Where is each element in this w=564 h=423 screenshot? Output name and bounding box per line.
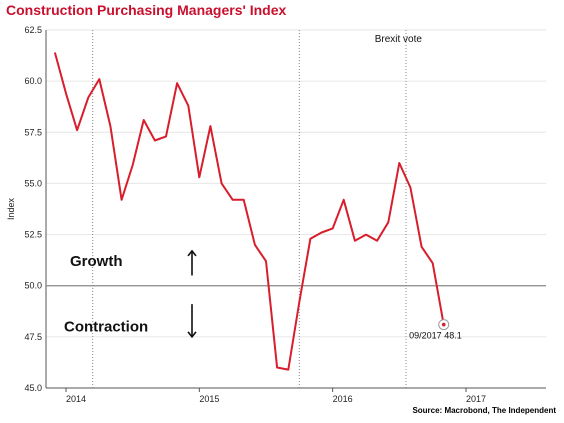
y-tick-label: 47.5	[24, 332, 42, 342]
y-tick-label: 52.5	[24, 230, 42, 240]
y-tick-label: 57.5	[24, 127, 42, 137]
y-tick-label: 50.0	[24, 281, 42, 291]
y-tick-label: 45.0	[24, 383, 42, 393]
y-tick-label: 60.0	[24, 76, 42, 86]
brexit-vote-label: Brexit vote	[375, 34, 423, 45]
series-line	[53, 52, 445, 371]
y-tick-label: 55.0	[24, 178, 42, 188]
growth-arrow-head	[187, 249, 197, 257]
x-tick-label: 2017	[466, 394, 486, 404]
x-tick-label: 2014	[66, 394, 86, 404]
x-tick-label: 2015	[199, 394, 219, 404]
y-axis-label: Index	[6, 197, 16, 220]
chart-title: Construction Purchasing Managers' Index	[6, 2, 287, 18]
contraction-annotation: Contraction	[64, 319, 148, 336]
y-tick-label: 62.5	[24, 25, 42, 35]
end-point-dot	[441, 322, 446, 327]
x-tick-label: 2016	[333, 394, 353, 404]
contraction-arrow-head	[187, 331, 197, 339]
chart-source: Source: Macrobond, The Independent	[412, 406, 556, 415]
growth-annotation: Growth	[70, 253, 123, 270]
end-point-label: 09/2017 48.1	[409, 331, 462, 341]
